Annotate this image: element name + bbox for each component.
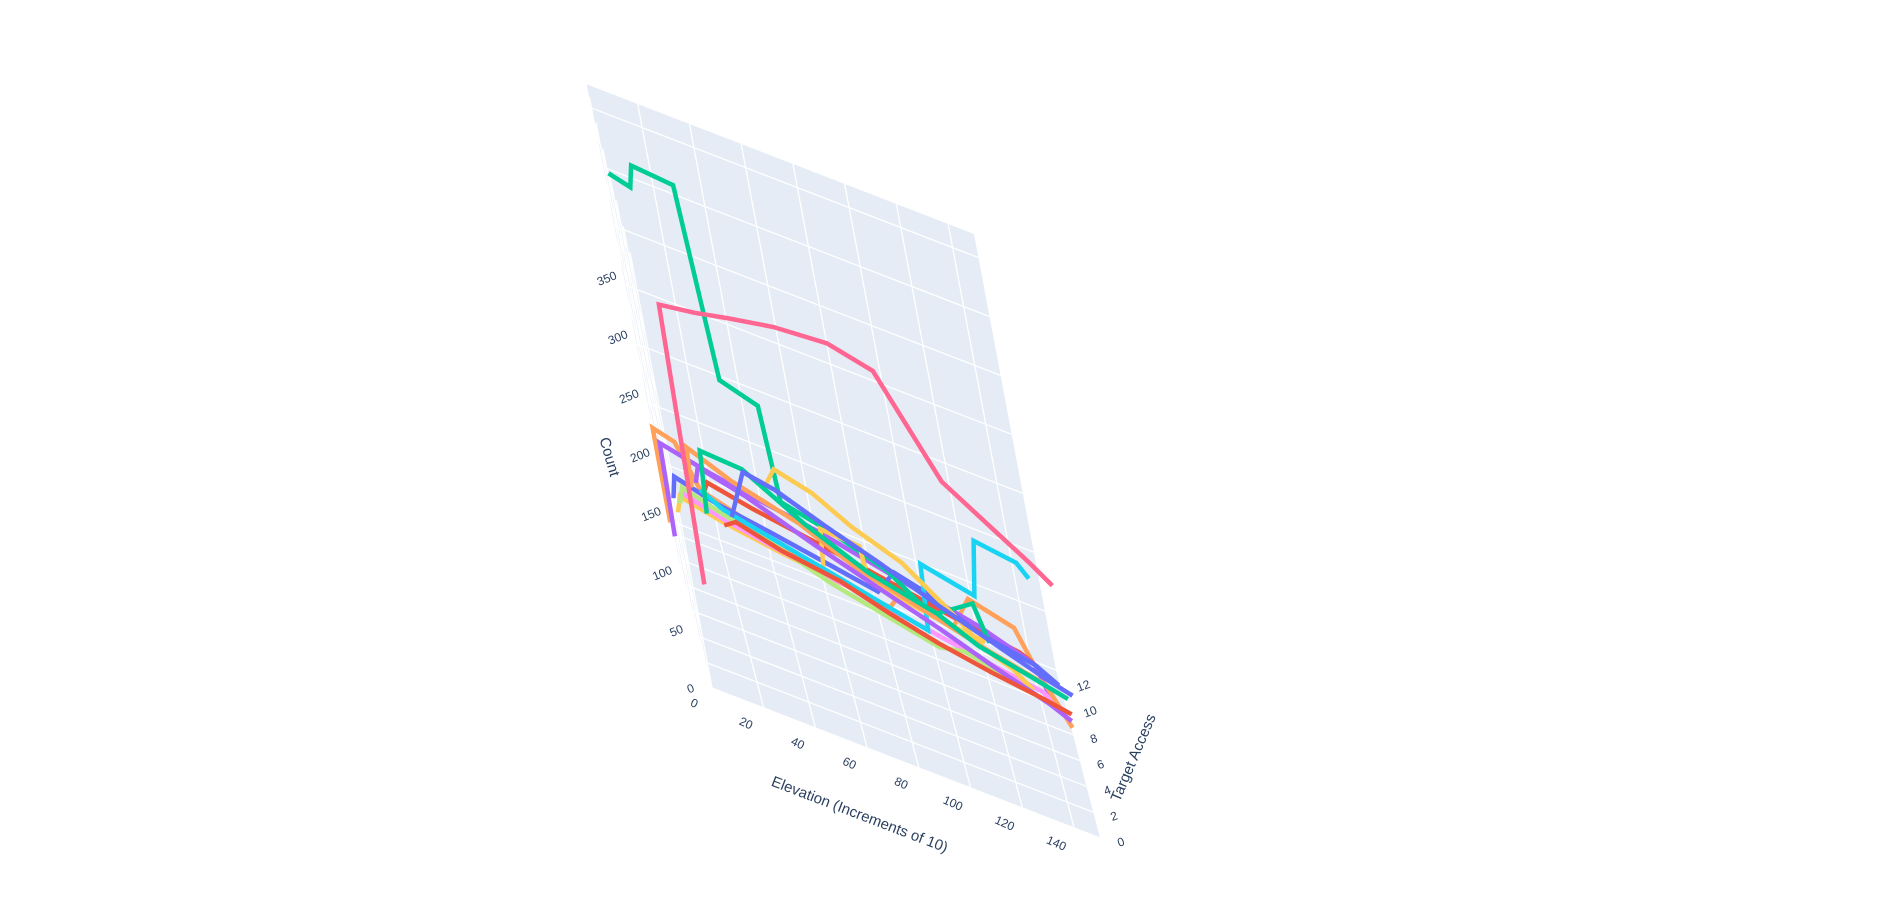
x-gridline-back — [844, 183, 928, 621]
gridlines — [585, 83, 1101, 839]
z-tick-label: 200 — [628, 445, 652, 466]
x-gridline-back — [688, 123, 773, 561]
y-gridline-side — [615, 200, 700, 637]
z-tick-label: 100 — [650, 563, 674, 584]
x-gridline-back — [792, 163, 876, 601]
z-gridline-side — [623, 284, 669, 453]
z-gridline-side — [634, 343, 680, 512]
z-tick-label: 50 — [668, 622, 686, 640]
x-tick-label: 0 — [688, 695, 700, 711]
z-tick-label: 300 — [606, 327, 630, 348]
z-axis-title: Count — [596, 435, 624, 479]
x-tick-label: 40 — [789, 734, 807, 752]
y-tick-label: 6 — [1095, 757, 1106, 773]
series-line-3 — [697, 447, 1070, 702]
series-line-6 — [656, 301, 1054, 588]
series-line-1 — [723, 519, 1073, 717]
y-gridline-floor — [691, 609, 1080, 762]
x-tick-label: 140 — [1044, 833, 1068, 854]
y-gridline-floor — [684, 584, 1074, 736]
y-tick-label: 12 — [1075, 677, 1093, 695]
z-tick-label: 0 — [685, 681, 697, 697]
floor-pane — [668, 520, 1100, 838]
y-tick-label: 2 — [1109, 808, 1120, 824]
z-tick-label: 250 — [617, 386, 641, 407]
x-gridline-back — [947, 223, 1031, 661]
z-gridline-side — [600, 166, 647, 335]
y-gridline-side — [629, 251, 713, 689]
z-gridline-side — [589, 107, 636, 276]
x-gridline-floor — [822, 579, 868, 749]
z-gridline-back — [590, 106, 979, 259]
z-gridline-back — [601, 165, 990, 318]
y-tick-label: 4 — [1102, 783, 1113, 799]
y-tick-label: 0 — [1115, 834, 1126, 850]
z-gridline-back — [645, 401, 1035, 553]
x-gridline-floor — [926, 619, 972, 789]
y-tick-label: 8 — [1088, 731, 1099, 747]
z-gridline-back — [634, 342, 1023, 494]
y-tick-label: 10 — [1081, 703, 1099, 721]
back-pane — [586, 84, 1056, 670]
y-gridline-floor — [711, 687, 1101, 839]
z-gridline-back — [612, 224, 1001, 377]
z-gridline-back — [656, 460, 1046, 612]
series-line-8 — [698, 488, 1031, 635]
z-tick-label: 150 — [639, 504, 663, 525]
y-gridline-floor — [704, 661, 1094, 813]
x-gridline-floor — [874, 599, 920, 769]
x-tick-label: 20 — [737, 714, 755, 732]
z-gridline-side — [667, 519, 713, 689]
y-gridline-side — [609, 174, 693, 611]
y-axis-title: Target Access — [1108, 712, 1160, 805]
series-line-2 — [729, 468, 1074, 698]
x-gridline-floor — [719, 539, 765, 709]
x-gridline-floor — [770, 559, 817, 729]
x-tick-label: 80 — [892, 774, 910, 792]
z-tick-label: 350 — [595, 268, 619, 289]
series-lines — [607, 162, 1075, 729]
x-tick-label: 120 — [993, 813, 1017, 834]
x-axis-title: Elevation (Increments of 10) — [769, 773, 950, 856]
z-gridline-side — [611, 225, 658, 394]
y-gridline-floor — [677, 558, 1067, 710]
x-gridline-back — [895, 203, 980, 641]
x-tick-label: 60 — [841, 754, 859, 772]
x-tick-label: 100 — [941, 793, 965, 814]
x-gridline-back — [740, 143, 824, 581]
y-gridline-floor — [698, 635, 1087, 787]
